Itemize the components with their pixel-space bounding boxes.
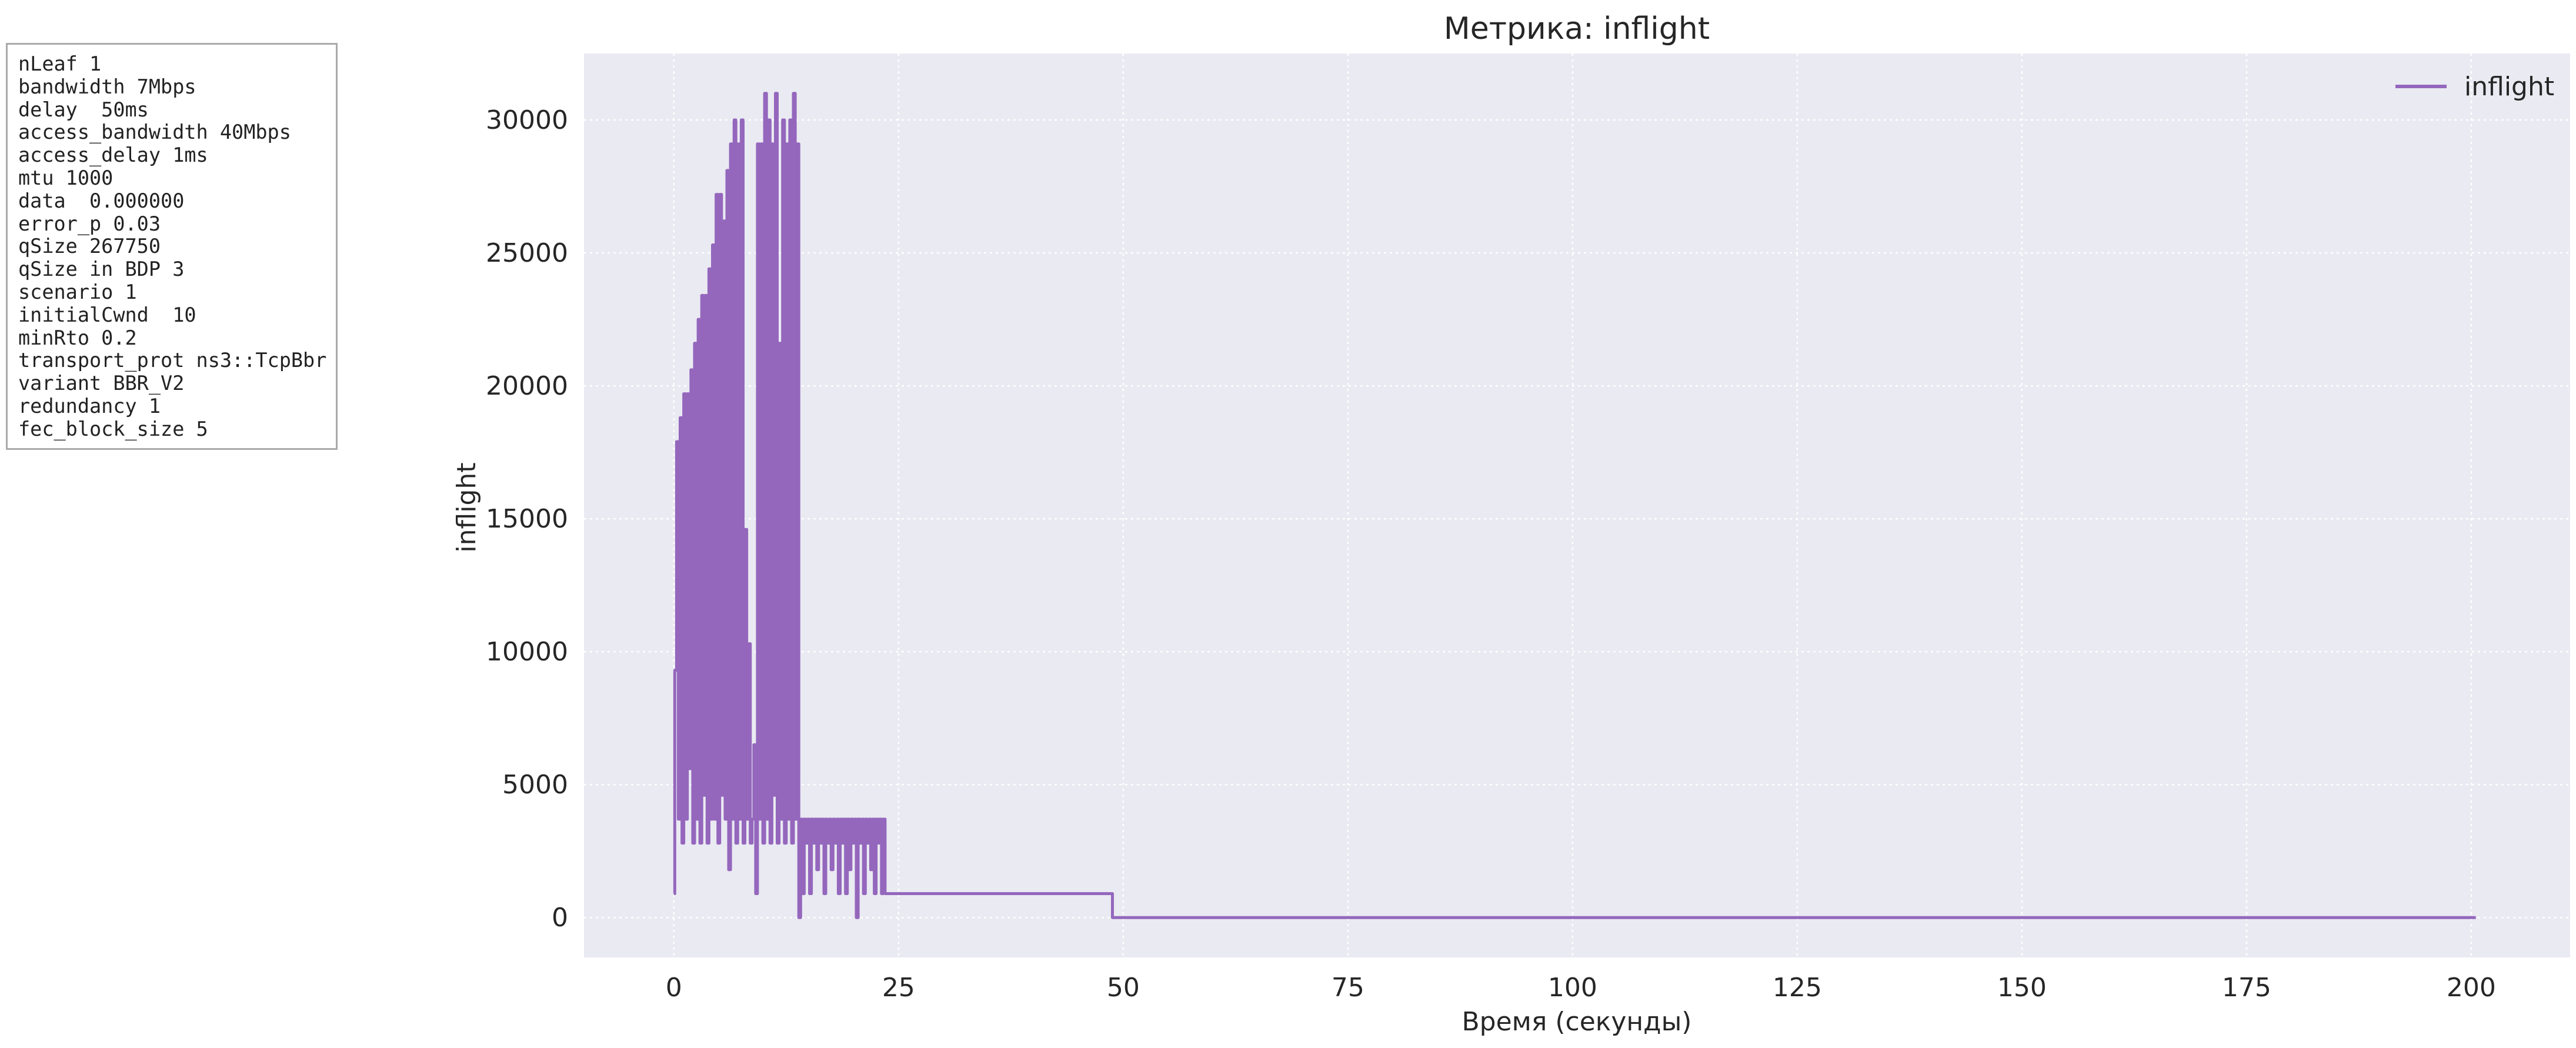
y-tick-label: 5000 [502,770,568,800]
param-line: initialCwnd 10 [18,303,196,326]
param-line: fec_block_size 5 [18,417,208,440]
legend-label-inflight: inflight [2464,72,2554,102]
x-axis-ticks: 0 25 50 75 100 125 150 175 200 [666,973,2496,1003]
param-line: access_delay 1ms [18,143,208,167]
param-line: mtu 1000 [18,166,114,189]
series-line-inflight [673,92,2476,919]
simulation-params-box: nLeaf 1 bandwidth 7Mbps delay 50ms access_b… [6,43,338,450]
param-line: delay 50ms [18,98,149,121]
y-tick-label: 20000 [486,371,568,401]
param-line: qSize in BDP 3 [18,258,185,281]
x-tick-label: 25 [882,973,915,1003]
x-tick-label: 75 [1332,973,1364,1003]
legend: inflight [2395,72,2554,102]
x-tick-label: 150 [1997,973,2047,1003]
series-layer [673,92,2476,919]
param-line: nLeaf 1 [18,52,102,75]
x-tick-label: 125 [1773,973,1822,1003]
param-line: variant BBR_V2 [18,372,185,395]
x-tick-label: 175 [2222,973,2271,1003]
y-tick-label: 10000 [486,637,568,667]
y-tick-label: 15000 [486,504,568,534]
param-line: transport_prot ns3::TcpBbr [18,349,327,372]
param-line: data 0.000000 [18,189,185,212]
param-line: redundancy 1 [18,394,161,418]
y-tick-label: 0 [552,903,568,933]
param-line: minRto 0.2 [18,326,137,349]
chart-title: Метрика: inflight [1444,11,1710,46]
x-axis-label: Время (секунды) [1462,1007,1692,1037]
x-tick-label: 200 [2447,973,2496,1003]
plot-area [584,54,2570,957]
param-line: scenario 1 [18,280,137,303]
param-line: access_bandwidth 40Mbps [18,121,291,144]
x-tick-label: 50 [1107,973,1140,1003]
y-axis-ticks: 0 5000 10000 15000 20000 25000 30000 [486,105,568,933]
x-tick-label: 100 [1548,973,1597,1003]
y-tick-label: 25000 [486,238,568,268]
y-axis-label: inflight [452,462,482,552]
x-tick-label: 0 [666,973,682,1003]
param-line: bandwidth 7Mbps [18,75,196,98]
param-line: error_p 0.03 [18,212,161,235]
param-line: qSize 267750 [18,235,161,258]
y-tick-label: 30000 [486,105,568,135]
